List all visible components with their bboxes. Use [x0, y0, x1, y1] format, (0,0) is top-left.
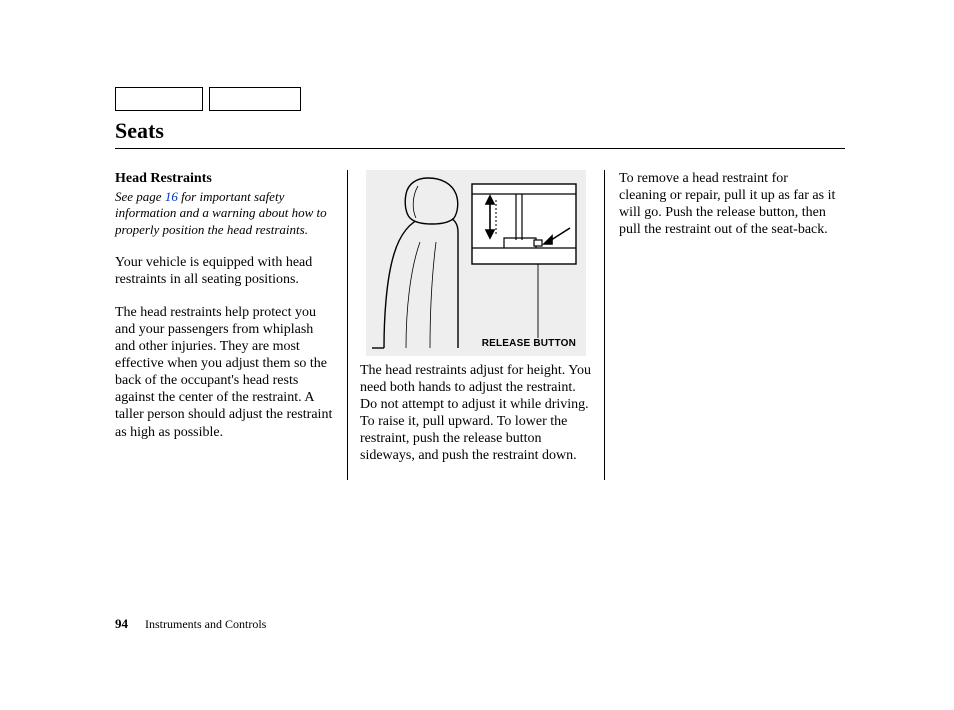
column-1: Head Restraints See page 16 for importan… — [115, 170, 347, 480]
paragraph: The head restraints adjust for height. Y… — [360, 362, 592, 464]
page-footer: 94 Instruments and Controls — [115, 616, 266, 632]
paragraph: To remove a head restraint for cleaning … — [619, 170, 837, 238]
safety-note: See page 16 for important safety informa… — [115, 189, 333, 238]
header-box-2 — [209, 87, 301, 111]
column-2: RELEASE BUTTON The head restraints adjus… — [347, 170, 605, 480]
header-box-1 — [115, 87, 203, 111]
head-restraint-illustration — [366, 170, 586, 356]
column-3: To remove a head restraint for cleaning … — [605, 170, 837, 480]
head-restraint-figure: RELEASE BUTTON — [366, 170, 586, 356]
paragraph: The head restraints help protect you and… — [115, 304, 333, 441]
safety-note-pre: See page — [115, 189, 165, 204]
header-placeholder-boxes — [115, 87, 301, 111]
section-name: Instruments and Controls — [145, 617, 266, 631]
page-title: Seats — [115, 118, 164, 144]
page-number: 94 — [115, 616, 128, 631]
body-columns: Head Restraints See page 16 for importan… — [115, 170, 845, 480]
subheading-head-restraints: Head Restraints — [115, 170, 333, 187]
page-cross-reference-link[interactable]: 16 — [165, 189, 178, 204]
manual-page: Seats Head Restraints See page 16 for im… — [0, 0, 954, 710]
paragraph: Your vehicle is equipped with head restr… — [115, 254, 333, 288]
figure-caption-release-button: RELEASE BUTTON — [482, 338, 576, 350]
title-rule — [115, 148, 845, 149]
